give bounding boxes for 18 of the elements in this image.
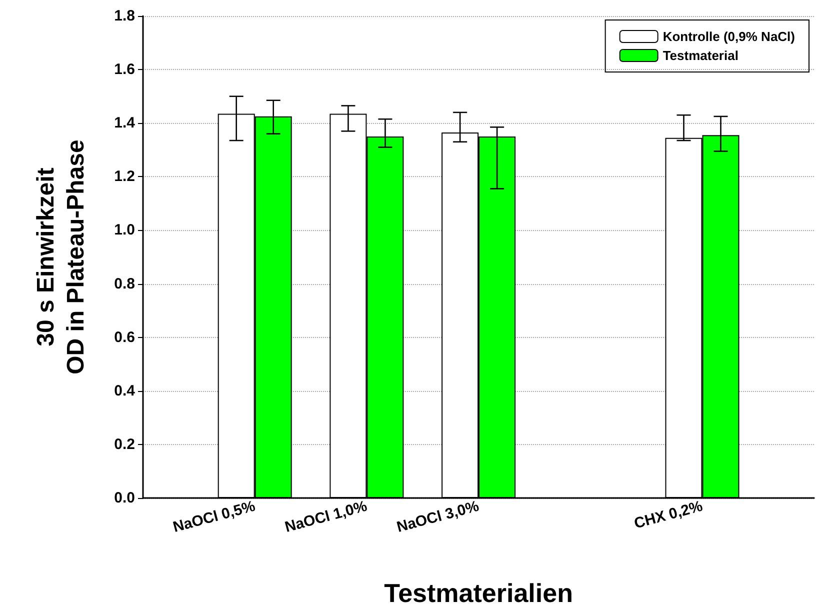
x-axis-title: Testmaterialien bbox=[384, 578, 573, 608]
legend-label: Testmaterial bbox=[662, 48, 738, 63]
x-tick-label: CHX 0,2% bbox=[632, 498, 704, 532]
y-tick-label: 1.2 bbox=[114, 168, 135, 186]
legend-label: Kontrolle (0,9% NaCl) bbox=[662, 29, 796, 44]
x-tick-label: NaOCl 0,5% bbox=[171, 498, 258, 536]
y-tick-label: 0.6 bbox=[114, 328, 135, 346]
y-tick-label: 0.4 bbox=[114, 382, 136, 400]
y-tick-label: 1.4 bbox=[114, 114, 136, 132]
x-tick-label: NaOCl 3,0% bbox=[395, 498, 481, 536]
y-tick-label: 0.2 bbox=[114, 436, 135, 453]
y-tick-label: 1.6 bbox=[114, 61, 135, 78]
x-tick-label: NaOCl 1,0% bbox=[283, 498, 369, 536]
y-tick-label: 0.8 bbox=[114, 275, 135, 292]
y-tick-label: 0.0 bbox=[114, 490, 135, 506]
y-tick-label: 1.8 bbox=[114, 8, 135, 24]
y-tick-label: 1.0 bbox=[114, 222, 135, 239]
y-axis-title: 30 s Einwirkzeit OD in Plateau-Phase bbox=[32, 140, 90, 374]
